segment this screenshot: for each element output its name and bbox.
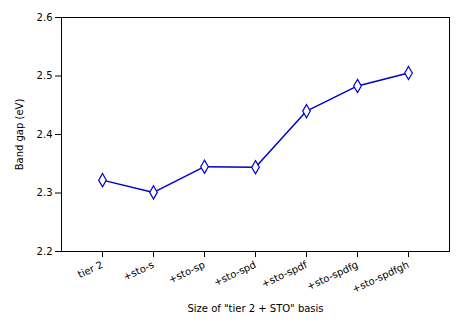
- svg-text:tier 2: tier 2: [76, 259, 105, 280]
- svg-text:+sto-s: +sto-s: [121, 259, 155, 283]
- svg-text:2.5: 2.5: [37, 70, 53, 81]
- svg-text:+sto-spd: +sto-spd: [212, 259, 258, 288]
- svg-text:2.2: 2.2: [37, 246, 53, 257]
- svg-text:Size of "tier 2 + STO" basis: Size of "tier 2 + STO" basis: [187, 303, 323, 314]
- svg-text:+sto-spdfgh: +sto-spdfgh: [350, 259, 410, 295]
- svg-text:+sto-sp: +sto-sp: [167, 259, 207, 285]
- svg-text:+sto-spdf: +sto-spdf: [260, 259, 309, 290]
- svg-text:Band gap (eV): Band gap (eV): [14, 99, 25, 171]
- svg-text:2.6: 2.6: [37, 12, 53, 23]
- svg-text:2.4: 2.4: [37, 129, 53, 140]
- svg-text:+sto-spdfg: +sto-spdfg: [305, 258, 360, 293]
- svg-text:2.3: 2.3: [37, 187, 53, 198]
